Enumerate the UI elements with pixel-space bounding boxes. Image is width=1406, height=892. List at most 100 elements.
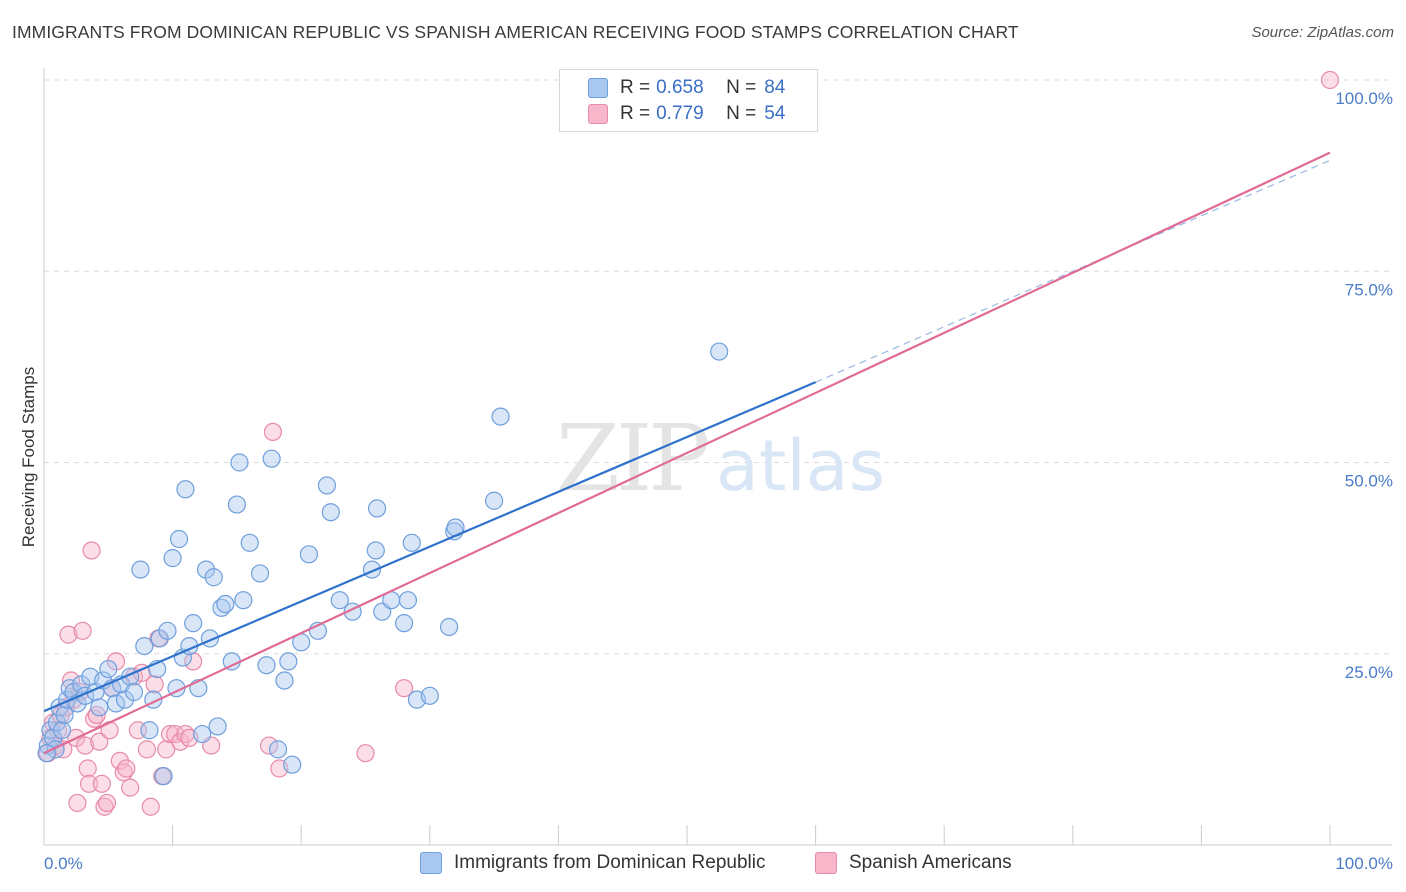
data-point-dominican (485, 491, 504, 510)
data-point-dominican (330, 591, 349, 610)
data-point-dominican (52, 721, 72, 740)
data-point-spanish (157, 740, 176, 759)
legend-r-label: R = (620, 77, 651, 98)
data-point-dominican (394, 614, 414, 633)
data-point-spanish (90, 732, 109, 751)
data-point-dominican (420, 686, 439, 705)
watermark-atlas: atlas (716, 425, 885, 507)
data-point-spanish (92, 774, 111, 793)
series-legend: Immigrants from Dominican Republic Spani… (0, 852, 1406, 878)
legend-n-label: N = (726, 77, 757, 98)
data-point-spanish (356, 744, 375, 763)
legend-r-value: 0.779 (656, 103, 704, 124)
data-point-spanish (137, 740, 156, 759)
source-label: Source: ZipAtlas.com (1251, 24, 1394, 41)
data-point-dominican (268, 740, 288, 759)
trendline-dominican (43, 381, 817, 713)
legend-item-spanish: Spanish Americans (815, 852, 1012, 874)
legend-series-name: Immigrants from Dominican Republic (454, 852, 766, 873)
y-tick-label: 25.0% (1345, 663, 1393, 682)
legend-item-dominican: Immigrants from Dominican Republic (420, 852, 766, 874)
data-point-dominican (90, 698, 109, 717)
legend-r-label: R = (620, 103, 651, 124)
trendline-spanish (43, 151, 1331, 755)
data-point-dominican (150, 629, 169, 648)
data-point-dominican (275, 671, 294, 690)
data-point-dominican (158, 621, 177, 640)
data-point-dominican (234, 591, 253, 610)
data-point-spanish (1320, 70, 1340, 90)
data-point-dominican (176, 480, 195, 499)
data-point-spanish (394, 679, 414, 698)
y-tick-label: 75.0% (1345, 280, 1393, 299)
legend-row-blue: R = 0.658 N = 84 (588, 76, 785, 100)
data-point-dominican (169, 529, 189, 549)
legend-swatch-pink (815, 852, 837, 874)
data-point-dominican (135, 636, 154, 656)
data-point-spanish (145, 675, 164, 694)
data-point-spanish (82, 541, 101, 560)
data-point-spanish (78, 759, 97, 778)
data-point-spanish (79, 774, 99, 793)
legend-series-name: Spanish Americans (849, 852, 1012, 873)
data-point-dominican (240, 533, 259, 552)
legend-n-value: 84 (764, 77, 786, 98)
data-point-spanish (106, 652, 126, 671)
y-axis-label: Receiving Food Stamps (19, 367, 38, 547)
data-point-dominican (216, 594, 235, 614)
data-point-dominican (154, 767, 173, 786)
data-point-spanish (141, 797, 160, 816)
data-point-spanish (259, 736, 279, 755)
data-point-dominican (299, 545, 319, 564)
x-tick-label: 100.0% (1335, 854, 1393, 873)
data-point-dominican (367, 499, 387, 518)
legend-r-value: 0.658 (656, 77, 704, 98)
data-point-dominican (398, 591, 418, 610)
data-point-dominican (317, 476, 337, 495)
data-point-dominican (262, 449, 281, 468)
y-tick-label: 50.0% (1345, 472, 1393, 491)
data-point-dominican (204, 568, 223, 587)
y-tick-labels: 25.0% 50.0% 75.0% 100.0% (1335, 89, 1393, 682)
data-point-spanish (160, 724, 180, 744)
data-point-spanish (59, 625, 78, 644)
data-point-dominican (227, 495, 246, 514)
y-tick-label: 100.0% (1335, 89, 1393, 108)
legend-swatch-blue (588, 78, 608, 98)
data-point-dominican (710, 342, 729, 361)
data-point-dominican (124, 682, 144, 702)
data-point-spanish (76, 736, 95, 755)
legend-n-label: N = (726, 103, 757, 124)
data-point-dominican (439, 617, 459, 637)
data-point-spanish (68, 793, 87, 813)
data-point-spanish (184, 652, 203, 671)
data-point-dominican (366, 541, 385, 560)
data-point-dominican (184, 614, 203, 633)
stats-legend: R = 0.658 N = 84 R = 0.779 N = 54 (559, 69, 818, 132)
data-point-dominican (402, 533, 421, 552)
data-point-dominican (99, 659, 118, 679)
watermark: ZIP atlas (556, 405, 885, 512)
data-point-dominican (279, 652, 298, 671)
data-point-dominican (131, 560, 150, 579)
data-point-dominican (230, 453, 249, 472)
data-point-dominican (250, 564, 270, 583)
x-tick-label: 0.0% (44, 854, 83, 873)
data-point-dominican (321, 503, 340, 522)
legend-n-value: 54 (764, 103, 786, 124)
legend-swatch-blue (420, 852, 442, 874)
data-point-dominican (208, 717, 227, 736)
data-point-dominican (491, 407, 510, 426)
legend-row-pink: R = 0.779 N = 54 (588, 102, 785, 126)
data-point-dominican (55, 705, 74, 725)
gridlines (44, 79, 1392, 655)
x-tick-labels: 0.0% 100.0% (44, 854, 1393, 873)
chart-title: IMMIGRANTS FROM DOMINICAN REPUBLIC VS SP… (12, 22, 1019, 42)
data-point-spanish (121, 778, 140, 797)
data-point-dominican (196, 560, 216, 579)
legend-swatch-pink (588, 104, 608, 124)
data-point-spanish (73, 621, 92, 640)
axes (43, 68, 1392, 846)
data-point-spanish (97, 793, 117, 813)
